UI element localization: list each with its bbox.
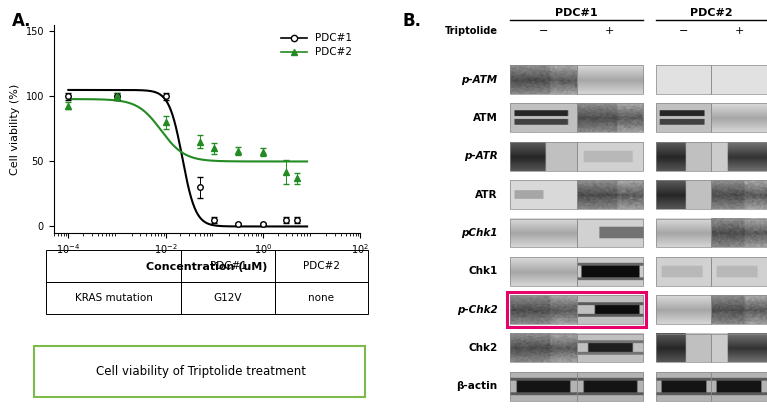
- Bar: [712, 295, 767, 324]
- Bar: [510, 104, 577, 132]
- Bar: [656, 180, 712, 209]
- Bar: [507, 292, 646, 327]
- Bar: [712, 372, 767, 401]
- Text: Cell viability of Triptolide treatment: Cell viability of Triptolide treatment: [97, 364, 306, 378]
- Text: p-ATM: p-ATM: [461, 74, 497, 84]
- Text: B.: B.: [403, 12, 422, 30]
- Bar: [181, 282, 275, 314]
- Text: pChk1: pChk1: [461, 228, 497, 238]
- Bar: [577, 257, 643, 286]
- Bar: [656, 295, 712, 324]
- Text: PDC#2: PDC#2: [303, 261, 340, 271]
- Bar: [656, 142, 712, 171]
- Bar: [656, 104, 712, 132]
- Bar: [510, 142, 577, 171]
- Bar: [577, 334, 643, 362]
- Bar: [510, 334, 577, 362]
- Bar: [577, 142, 643, 171]
- Bar: [656, 65, 712, 94]
- Text: PDC#2: PDC#2: [690, 8, 732, 18]
- Bar: [510, 180, 577, 209]
- Bar: [46, 282, 181, 314]
- Bar: [577, 104, 643, 132]
- Bar: [181, 250, 275, 282]
- Bar: [577, 65, 643, 94]
- Bar: [510, 295, 577, 324]
- Bar: [656, 334, 712, 362]
- Bar: [712, 257, 767, 286]
- Text: PDC#1: PDC#1: [209, 261, 246, 271]
- Bar: [275, 250, 368, 282]
- Text: ATR: ATR: [475, 190, 497, 200]
- Bar: [656, 372, 712, 401]
- Bar: [275, 282, 368, 314]
- Text: β-actin: β-actin: [456, 381, 497, 391]
- Text: none: none: [308, 293, 334, 303]
- Text: p-ATR: p-ATR: [463, 151, 497, 161]
- Bar: [510, 257, 577, 286]
- Text: PDC#1: PDC#1: [555, 8, 598, 18]
- Bar: [577, 180, 643, 209]
- Y-axis label: Cell viability (%): Cell viability (%): [10, 83, 20, 175]
- Text: KRAS mutation: KRAS mutation: [74, 293, 153, 303]
- Text: Triptolide: Triptolide: [444, 26, 497, 36]
- Text: +: +: [735, 26, 744, 36]
- Text: +: +: [605, 26, 614, 36]
- Bar: [577, 295, 643, 324]
- Bar: [712, 334, 767, 362]
- Bar: [510, 372, 577, 401]
- Text: p-Chk2: p-Chk2: [456, 305, 497, 314]
- Text: Chk1: Chk1: [468, 266, 497, 276]
- Bar: [34, 346, 365, 397]
- Bar: [656, 218, 712, 248]
- Bar: [712, 218, 767, 248]
- Text: A.: A.: [12, 12, 31, 30]
- Bar: [712, 104, 767, 132]
- Bar: [712, 65, 767, 94]
- Bar: [656, 257, 712, 286]
- Bar: [712, 142, 767, 171]
- Bar: [510, 65, 577, 94]
- Text: −: −: [538, 26, 548, 36]
- Text: Chk2: Chk2: [468, 343, 497, 353]
- Bar: [577, 372, 643, 401]
- Text: −: −: [679, 26, 688, 36]
- Bar: [577, 218, 643, 248]
- Bar: [712, 180, 767, 209]
- Legend: PDC#1, PDC#2: PDC#1, PDC#2: [278, 30, 355, 61]
- Bar: [46, 250, 181, 282]
- Text: ATM: ATM: [472, 113, 497, 123]
- Text: G12V: G12V: [214, 293, 242, 303]
- Bar: [510, 218, 577, 248]
- X-axis label: Concentration (uM): Concentration (uM): [146, 262, 268, 272]
